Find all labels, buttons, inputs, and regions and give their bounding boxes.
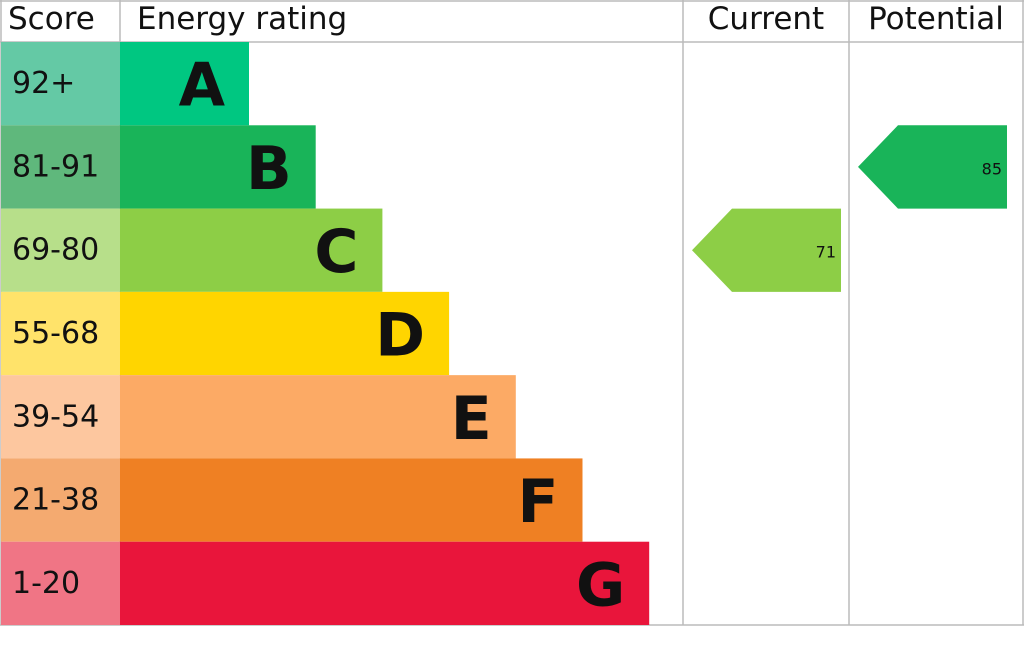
score-cell <box>1 458 120 542</box>
score-cell <box>1 42 120 126</box>
header: Score <box>8 1 95 37</box>
rating-arrow <box>858 125 1007 209</box>
score-range: 55-68 <box>12 316 99 351</box>
rating-letter: C <box>314 217 358 287</box>
header: Potential <box>868 1 1004 37</box>
rating-letter: D <box>375 301 425 371</box>
score-range: 1-20 <box>12 566 80 601</box>
rating-letter: E <box>451 384 492 454</box>
rating-bar <box>120 541 650 625</box>
score-cell <box>1 375 120 459</box>
rating-value: 85 <box>982 159 1002 178</box>
rating-bar <box>120 291 450 376</box>
rating-bar <box>120 375 516 459</box>
score-range: 69-80 <box>12 233 99 268</box>
score-cell <box>1 541 120 625</box>
rating-letter: A <box>179 51 226 121</box>
score-cell <box>1 208 120 292</box>
score-range: 39-54 <box>12 399 99 434</box>
rating-bar <box>120 458 583 542</box>
rating-letter: B <box>246 134 292 204</box>
rating-letter: G <box>576 550 625 620</box>
score-cell <box>1 125 120 209</box>
score-range: 21-38 <box>12 483 99 518</box>
score-range: 81-91 <box>12 149 99 184</box>
header: Energy rating <box>137 1 347 37</box>
rating-bar <box>120 42 249 126</box>
header: Current <box>708 1 824 37</box>
rating-bar <box>120 125 316 209</box>
rating-value: 71 <box>816 243 836 262</box>
rating-letter: F <box>518 467 559 537</box>
score-cell <box>1 291 120 376</box>
rating-arrow <box>692 208 841 292</box>
rating-bar <box>120 208 383 292</box>
score-range: 92+ <box>12 66 75 101</box>
